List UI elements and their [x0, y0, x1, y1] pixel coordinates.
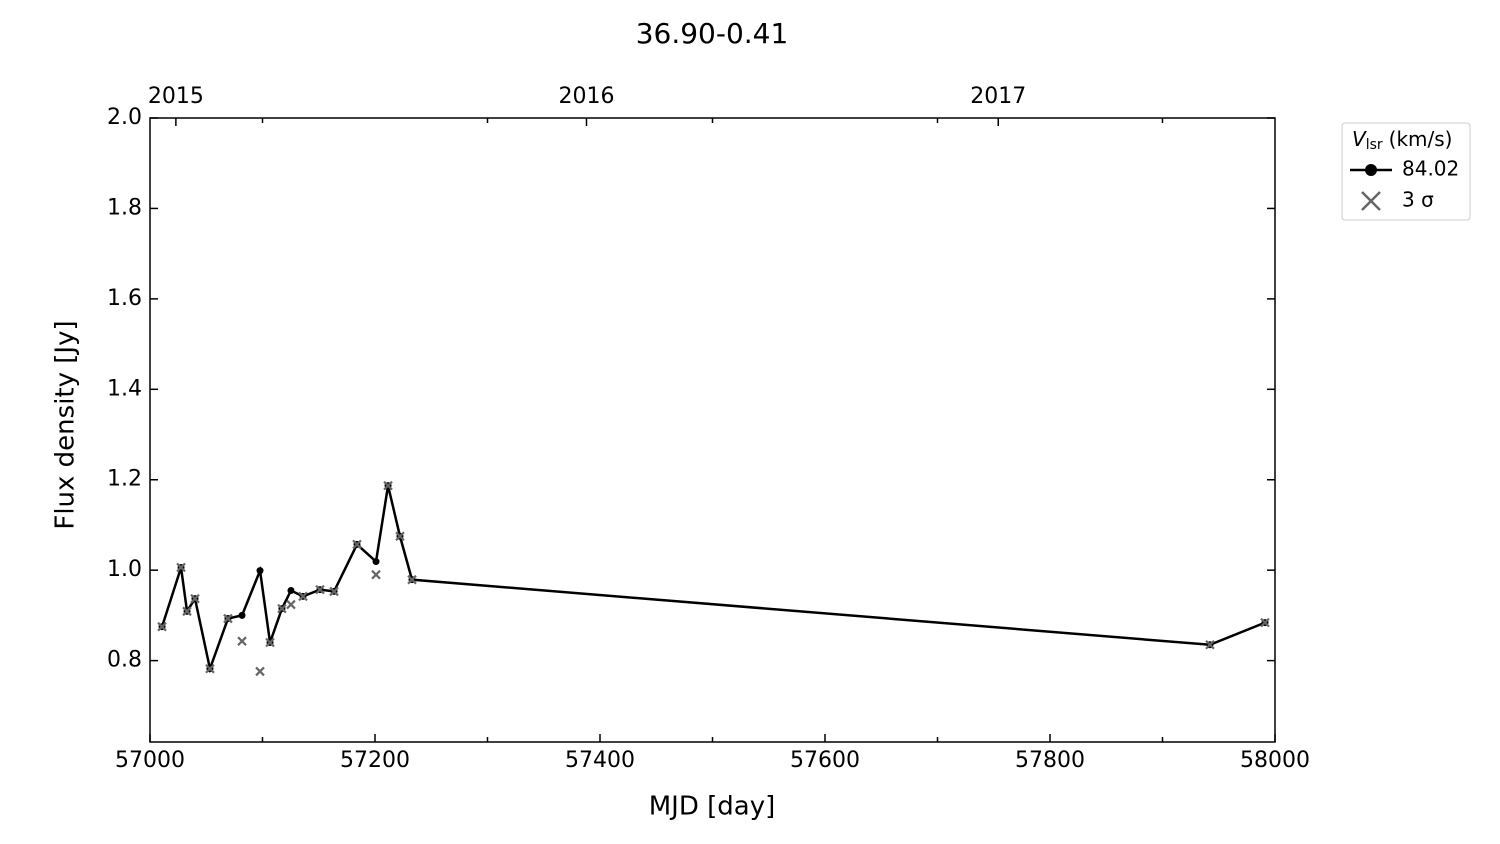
x-tick-label: 57200: [340, 748, 410, 773]
x-tick-label: 57800: [1015, 748, 1085, 773]
y-tick-label: 1.2: [107, 467, 142, 492]
x-tick-label: 57600: [790, 748, 860, 773]
sigma-marker: [298, 591, 308, 602]
sigma-marker: [1205, 640, 1215, 650]
legend-marker: [1365, 164, 1377, 176]
sigma-marker: [237, 636, 247, 646]
x-axis-label: MJD [day]: [649, 792, 776, 822]
x2-tick-label: 2016: [559, 84, 615, 109]
sigma-marker: [265, 637, 275, 648]
sigma-marker: [190, 593, 200, 604]
x-tick-label: 57000: [115, 748, 185, 773]
y-tick-label: 1.6: [107, 286, 142, 311]
plot-frame: [149, 117, 1276, 743]
legend-label: 84.02: [1402, 157, 1459, 181]
y-tick-label: 0.8: [107, 648, 142, 673]
y-tick-label: 1.8: [107, 195, 142, 220]
sigma-marker: [223, 613, 233, 624]
sigma-marker: [205, 663, 215, 674]
sigma-marker: [182, 606, 192, 617]
sigma-marker: [1260, 617, 1270, 628]
legend-title-unit: (km/s): [1389, 127, 1453, 151]
legend-marker: [1361, 191, 1381, 211]
sigma-marker: [383, 480, 393, 491]
legend-title-symbol: V: [1352, 127, 1367, 151]
sigma-marker: [255, 666, 265, 677]
x2-tick-label: 2017: [970, 84, 1026, 109]
legend-title: Vlsr (km/s): [1352, 127, 1452, 154]
y-axis-label: Flux density [Jy]: [51, 320, 81, 529]
chart-title: 36.90-0.41: [636, 17, 789, 50]
point: [372, 558, 380, 566]
sigma-marker: [277, 603, 287, 614]
y-tick-label: 2.0: [107, 105, 142, 130]
sigma-marker: [352, 539, 362, 550]
y-tick-label: 1.0: [107, 557, 142, 582]
legend-title-subscript: lsr: [1366, 137, 1383, 153]
sigma-marker: [286, 599, 296, 610]
sigma-marker: [157, 621, 167, 632]
sigma-marker: [315, 584, 325, 595]
x2-tick-label: 2015: [148, 84, 204, 109]
legend-label: 3 σ: [1402, 188, 1434, 212]
y-tick-label: 1.4: [107, 376, 142, 401]
point: [287, 587, 295, 595]
series-line: [160, 485, 1266, 674]
point: [238, 611, 246, 619]
point: [256, 567, 264, 575]
x-tick-label: 58000: [1240, 748, 1310, 773]
x-tick-label: 57400: [565, 748, 635, 773]
sigma-marker: [371, 569, 381, 580]
legend-box: [1341, 122, 1471, 221]
sigma-marker: [395, 531, 405, 542]
sigma-marker: [176, 562, 186, 573]
sigma-marker: [407, 574, 417, 585]
sigma-marker: [329, 586, 339, 597]
